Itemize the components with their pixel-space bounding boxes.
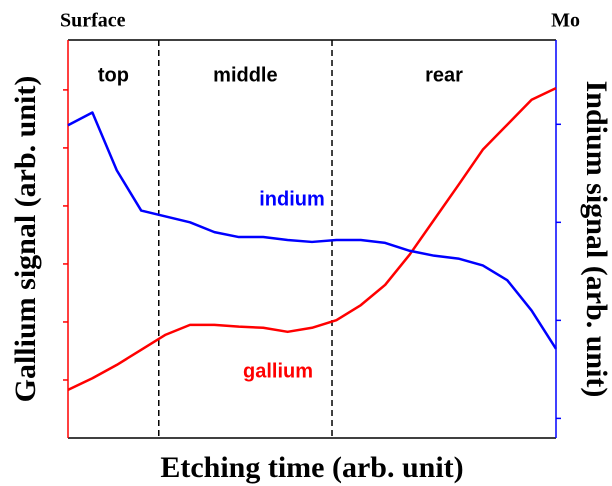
series-line (67, 111, 558, 350)
y2-axis-title: Indium signal (arb. unit) (580, 81, 612, 398)
series-line (67, 87, 557, 391)
region-label: middle (213, 64, 277, 86)
left-end-label: Surface (60, 10, 126, 32)
series-label: gallium (243, 360, 313, 382)
right-end-label: Mo (551, 10, 580, 32)
region-label: top (98, 64, 129, 86)
series-label: indium (259, 188, 325, 210)
x-axis-title: Etching time (arb. unit) (160, 451, 463, 484)
y-axis-title: Gallium signal (arb. unit) (9, 76, 42, 403)
region-label: rear (425, 64, 463, 86)
